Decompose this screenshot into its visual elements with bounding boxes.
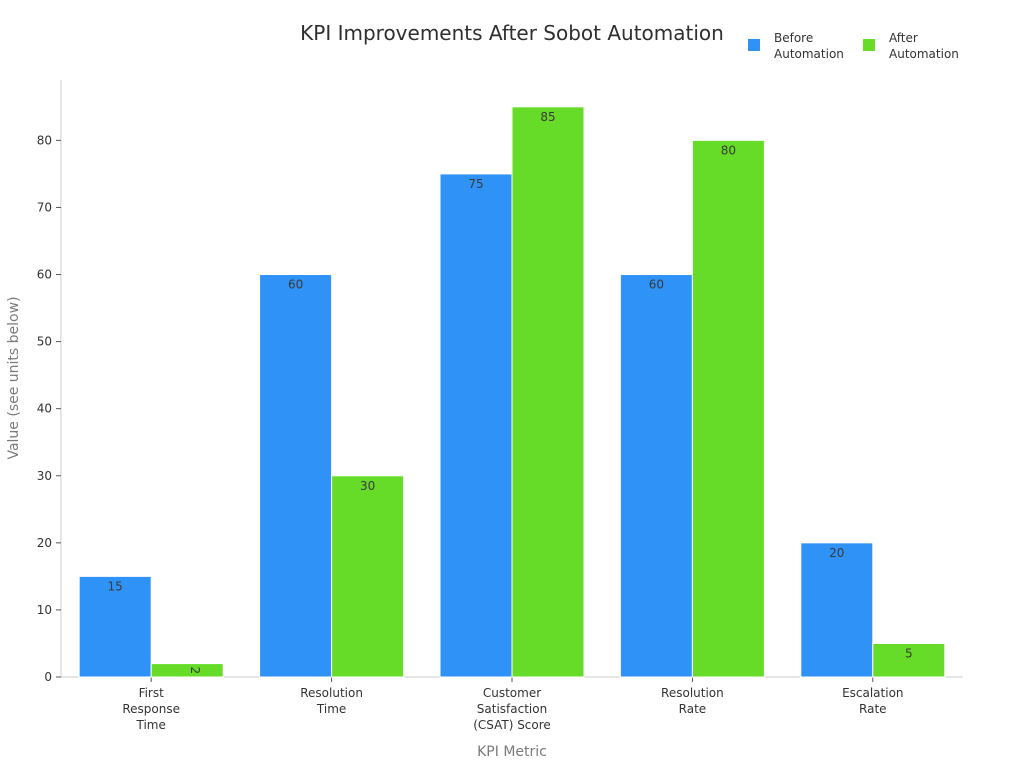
x-tick-label: Escalation Rate	[842, 686, 903, 716]
bar-value-label: 60	[288, 278, 303, 292]
y-tick-label: 50	[37, 335, 52, 349]
bar-value-label: 5	[905, 646, 913, 660]
legend-swatch-before	[748, 39, 760, 51]
chart-title: KPI Improvements After Sobot Automation	[300, 21, 724, 45]
bar-value-label: 30	[360, 479, 375, 493]
y-tick-label: 60	[37, 268, 52, 282]
y-tick-label: 40	[37, 402, 52, 416]
axes: 0 10 20 30 40 50 60 70 80 First Response Time Resolu…	[37, 80, 963, 732]
bar-after-3	[691, 139, 765, 678]
x-tick-label: Resolution Time	[300, 686, 363, 716]
bar-labels: 15 60 75 60 20 2 30 85 80 5	[108, 110, 913, 674]
bar-after-1	[331, 475, 405, 678]
y-tick-label: 0	[44, 670, 52, 684]
y-tick-label: 80	[37, 133, 52, 147]
legend: Before Automation After Automation	[748, 31, 959, 61]
bar-before-2	[439, 173, 513, 678]
y-tick-label: 20	[37, 536, 52, 550]
legend-label-before: Before Automation	[774, 31, 844, 61]
bar-before-4	[800, 542, 874, 678]
y-axis-label: Value (see units below)	[6, 296, 22, 459]
x-tick-label: First Response Time	[122, 686, 180, 732]
bars	[78, 106, 946, 678]
bar-value-label: 2	[188, 666, 202, 674]
y-tick-label: 70	[37, 200, 52, 214]
bar-value-label: 80	[721, 143, 736, 157]
bar-value-label: 20	[829, 546, 844, 560]
bar-after-4	[872, 642, 946, 678]
bar-value-label: 60	[649, 278, 664, 292]
bar-value-label: 75	[468, 177, 483, 191]
x-tick-label: Customer Satisfaction (CSAT) Score	[473, 686, 551, 732]
x-axis-label: KPI Metric	[477, 744, 547, 760]
bar-before-3	[619, 274, 693, 678]
bar-value-label: 85	[540, 110, 555, 124]
y-tick-label: 10	[37, 603, 52, 617]
legend-label-after: After Automation	[889, 31, 959, 61]
bar-after-0	[150, 663, 224, 678]
x-tick-label: Resolution Rate	[661, 686, 724, 716]
bar-value-label: 15	[108, 579, 123, 593]
y-tick-label: 30	[37, 469, 52, 483]
bar-before-0	[78, 575, 152, 678]
bar-before-1	[259, 274, 333, 678]
legend-swatch-after	[863, 39, 875, 51]
bar-after-2	[511, 106, 585, 678]
